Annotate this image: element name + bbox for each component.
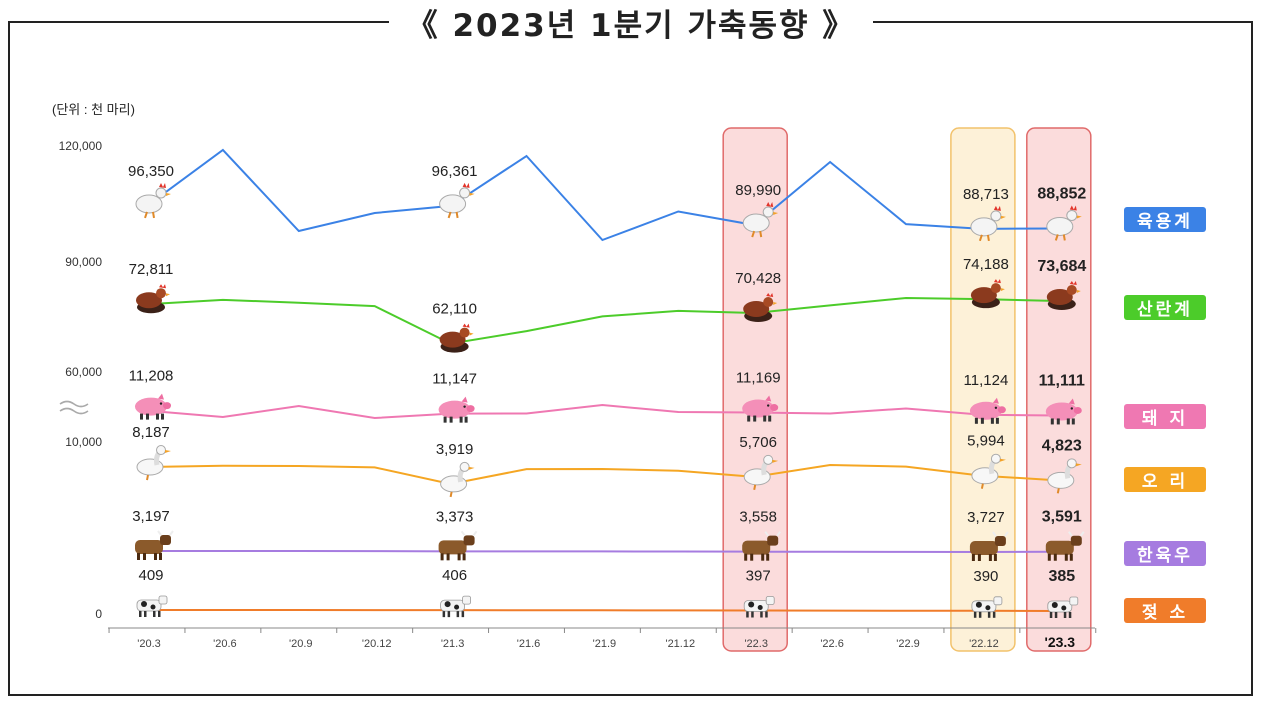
chicken-icon [1046, 205, 1082, 241]
dairy-cow-icon [743, 596, 775, 618]
data-label: 70,428 [735, 270, 781, 287]
data-label: 88,852 [1037, 185, 1086, 202]
cow-icon [1045, 531, 1085, 561]
cow-icon [135, 530, 174, 560]
dairy-cow-icon [1047, 596, 1079, 618]
pig-icon [438, 396, 475, 423]
pig-icon [742, 395, 779, 422]
x-tick-label: '22.3 [744, 638, 768, 650]
x-tick-label: '21.6 [517, 638, 541, 650]
y-tick-label: 90,000 [65, 255, 102, 269]
x-tick-label: '21.3 [441, 638, 465, 650]
data-label: 89,990 [735, 182, 781, 199]
hen-icon [743, 292, 778, 322]
data-label: 3,727 [967, 509, 1005, 526]
data-label: 3,373 [436, 508, 474, 525]
data-label: 11,124 [964, 372, 1009, 389]
data-label: 3,197 [132, 508, 170, 525]
legend-item: 오 리 [1124, 467, 1206, 492]
y-tick-label: 0 [95, 607, 102, 621]
data-label: 397 [746, 568, 771, 585]
x-tick-label: '20.12 [362, 638, 392, 650]
y-tick-label: 60,000 [65, 365, 102, 379]
series-line [146, 609, 1058, 612]
data-label: 3,919 [436, 441, 474, 458]
data-label: 62,110 [432, 301, 477, 318]
pig-icon [135, 393, 171, 420]
data-label: 3,558 [739, 509, 777, 526]
data-label: 409 [138, 567, 163, 584]
y-tick-label: 120,000 [59, 139, 103, 153]
data-label: 5,994 [967, 433, 1005, 450]
legend-item: 돼 지 [1124, 404, 1206, 429]
dairy-cow-icon [440, 595, 472, 618]
data-label: 390 [973, 568, 998, 585]
data-label: 72,811 [129, 261, 174, 278]
x-tick-label: '21.9 [593, 638, 617, 650]
y-tick-label: 10,000 [65, 435, 102, 449]
title-bar: 《 2023년 1분기 가축동향 》 [0, 0, 1262, 45]
x-tick-label: '22.6 [820, 638, 844, 650]
data-label: 11,208 [129, 368, 174, 385]
data-label: 88,713 [963, 186, 1009, 203]
legend-item: 산란계 [1124, 295, 1206, 320]
legend-item: 육용계 [1124, 207, 1206, 232]
data-label: 406 [442, 567, 467, 584]
data-label: 4,823 [1042, 437, 1082, 454]
duck-icon [743, 454, 779, 491]
legend-item: 젖 소 [1124, 598, 1206, 623]
legend-item: 한육우 [1124, 541, 1206, 566]
duck-icon [971, 453, 1006, 489]
chicken-icon [970, 205, 1006, 242]
data-label: 3,591 [1042, 509, 1082, 526]
x-tick-label: '20.3 [137, 638, 161, 650]
data-label: 96,350 [128, 163, 174, 180]
dairy-cow-icon [971, 596, 1003, 618]
data-label: 11,147 [432, 371, 477, 388]
series-line [146, 463, 1058, 485]
chicken-icon [135, 182, 171, 219]
cow-icon [742, 531, 782, 561]
duck-icon [440, 461, 475, 498]
duck-icon [1047, 458, 1082, 494]
data-label: 96,361 [432, 163, 478, 180]
duck-icon [136, 445, 171, 481]
pig-icon [1045, 398, 1082, 425]
data-label: 73,684 [1037, 258, 1086, 275]
hen-icon [1046, 281, 1081, 311]
hen-icon [136, 284, 170, 314]
cow-icon [969, 531, 1009, 561]
chicken-icon [742, 202, 779, 238]
pig-icon [969, 397, 1006, 424]
data-label: 385 [1048, 568, 1075, 585]
dairy-cow-icon [136, 595, 168, 617]
x-tick-label: '22.12 [969, 638, 999, 650]
page-title: 《 2023년 1분기 가축동향 》 [388, 0, 874, 45]
data-label: 8,187 [132, 424, 170, 441]
series-line [146, 296, 1058, 345]
x-tick-label: '21.12 [665, 638, 695, 650]
hen-icon [439, 323, 474, 353]
x-tick-label: '20.9 [289, 638, 313, 650]
chicken-icon [439, 182, 475, 219]
axis-break-mark [59, 400, 89, 415]
highlight-box [1026, 127, 1092, 652]
unit-label: (단위 : 천 마리) [52, 102, 135, 117]
series-line [146, 550, 1058, 554]
highlight-box [950, 127, 1016, 652]
x-tick-label: '22.9 [896, 638, 920, 650]
data-label: 74,188 [963, 256, 1009, 273]
x-tick-label: '23.3 [1045, 634, 1076, 650]
hen-icon [970, 279, 1005, 309]
data-label: 5,706 [739, 434, 777, 451]
highlight-box [722, 127, 788, 652]
series-line [146, 403, 1058, 420]
data-label: 11,111 [1039, 372, 1085, 389]
x-tick-label: '20.6 [213, 638, 237, 650]
cow-icon [438, 530, 478, 561]
data-label: 11,169 [736, 370, 781, 387]
series-line [146, 148, 1058, 242]
